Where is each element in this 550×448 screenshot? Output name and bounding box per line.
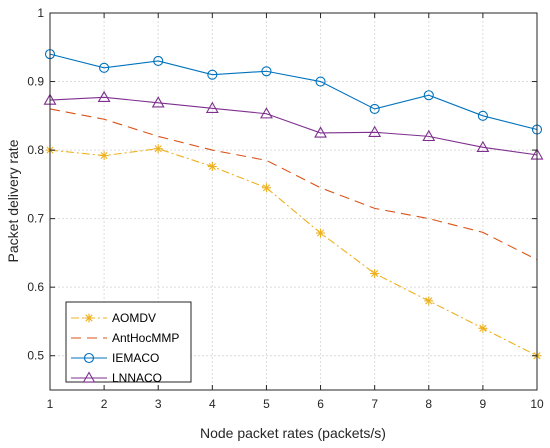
data-point-lnnaco	[422, 129, 436, 142]
y-tick-label: 0.7	[27, 212, 44, 226]
x-tick-label: 3	[155, 397, 162, 411]
data-point-iemaco	[423, 90, 434, 101]
x-tick-label: 4	[209, 397, 216, 411]
data-point-lnnaco	[368, 125, 382, 137]
data-point-aomdv	[153, 144, 163, 154]
plot-frame	[49, 12, 538, 391]
data-point-lnnaco	[314, 126, 328, 138]
data-point-aomdv	[424, 296, 434, 306]
data-point-lnnaco	[476, 140, 490, 153]
data-point-iemaco	[261, 66, 272, 77]
legend-item-aomdv: AOMDV	[71, 311, 156, 325]
data-point-iemaco	[99, 62, 110, 73]
data-point-iemaco	[153, 55, 164, 67]
series-line-anthocmmp	[49, 108, 538, 261]
data-point-iemaco	[315, 76, 326, 87]
data-point-aomdv	[99, 151, 109, 161]
y-tick-label: 0.9	[27, 75, 44, 89]
x-tick-label: 6	[317, 397, 324, 411]
data-point-aomdv	[478, 323, 488, 333]
data-point-iemaco	[369, 103, 380, 115]
axis-layer: 1 2 3 4 5 6 7 8 9 10 0.5 0.6 0.7 0.8 0.9 1	[27, 6, 544, 411]
y-tick-label: 0.6	[27, 280, 44, 294]
legend-label: IEMACO	[112, 351, 159, 365]
x-tick-label: 8	[425, 397, 432, 411]
legend-label: LNNACO	[112, 371, 162, 385]
legend-item-iemaco: IEMACO	[71, 351, 159, 365]
data-point-iemaco	[477, 110, 488, 121]
data-point-lnnaco	[97, 90, 111, 102]
data-point-aomdv	[370, 268, 380, 278]
series-anthocmmp	[49, 108, 538, 261]
data-point-aomdv	[316, 228, 326, 238]
series-line-iemaco	[49, 53, 538, 131]
x-axis-label: Node packet rates (packets/s)	[200, 425, 386, 441]
y-tick-label: 0.8	[27, 143, 44, 157]
y-tick-label: 0.5	[27, 349, 44, 363]
y-tick-label: 1	[37, 6, 44, 20]
x-tick-label: 7	[371, 397, 378, 411]
legend-marker	[84, 313, 94, 323]
legend-label: AOMDV	[112, 311, 156, 325]
legend-item-anthocmmp: AntHocMMP	[71, 331, 179, 345]
x-tick-label: 10	[530, 397, 544, 411]
series-line-aomdv	[49, 148, 538, 357]
legend: AOMDV AntHocMMP IEMACO LNNACO	[65, 301, 192, 385]
legend-label: AntHocMMP	[112, 331, 179, 345]
data-point-lnnaco	[259, 107, 273, 119]
data-point-aomdv	[207, 162, 217, 172]
y-axis-label: Packet delivery rate	[5, 139, 21, 262]
data-point-aomdv	[261, 183, 271, 193]
series-lnnaco	[43, 90, 544, 160]
series-line-lnnaco	[49, 96, 538, 156]
x-tick-label: 1	[47, 397, 54, 411]
x-tick-label: 2	[101, 397, 108, 411]
data-point-iemaco	[207, 69, 218, 80]
x-tick-label: 5	[263, 397, 270, 411]
legend-marker	[82, 371, 96, 383]
x-tick-label: 9	[480, 397, 487, 411]
data-point-lnnaco	[205, 101, 219, 113]
legend-item-lnnaco: LNNACO	[71, 371, 162, 385]
data-point-lnnaco	[151, 96, 165, 108]
series-iemaco	[44, 49, 543, 135]
legend-marker	[83, 352, 95, 364]
